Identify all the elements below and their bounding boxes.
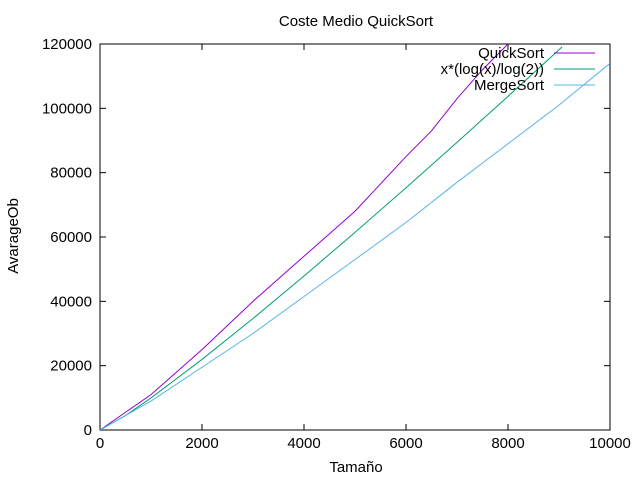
y-axis-label: AvarageOb	[5, 198, 22, 274]
legend-label-1: x*(log(x)/log(2))	[441, 61, 544, 78]
axes: 0 2000 4000 6000 8000 10000020000400006000080…	[42, 36, 631, 452]
legend-label-2: MergeSort	[474, 77, 545, 94]
x-tick-label: 0	[96, 435, 104, 452]
x-tick-label: 8000	[491, 435, 524, 452]
series-line-1	[100, 46, 563, 430]
plot-lines	[100, 44, 610, 430]
y-tick-label: 60000	[50, 229, 92, 246]
x-tick-label: 2000	[185, 435, 218, 452]
legend-label-0: QuickSort	[478, 45, 545, 62]
y-tick-label: 0	[84, 422, 92, 439]
x-tick-label: 6000	[389, 435, 422, 452]
y-tick-label: 100000	[42, 100, 92, 117]
x-tick-label: 4000	[287, 435, 320, 452]
series-line-2	[100, 62, 610, 430]
y-tick-label: 40000	[50, 293, 92, 310]
series-line-0	[100, 44, 509, 430]
y-tick-label: 120000	[42, 36, 92, 53]
y-tick-label: 20000	[50, 358, 92, 375]
x-tick-label: 10000	[589, 435, 631, 452]
x-axis-label: Tamaño	[329, 459, 382, 476]
y-tick-label: 80000	[50, 165, 92, 182]
chart-title: Coste Medio QuickSort	[279, 13, 434, 30]
